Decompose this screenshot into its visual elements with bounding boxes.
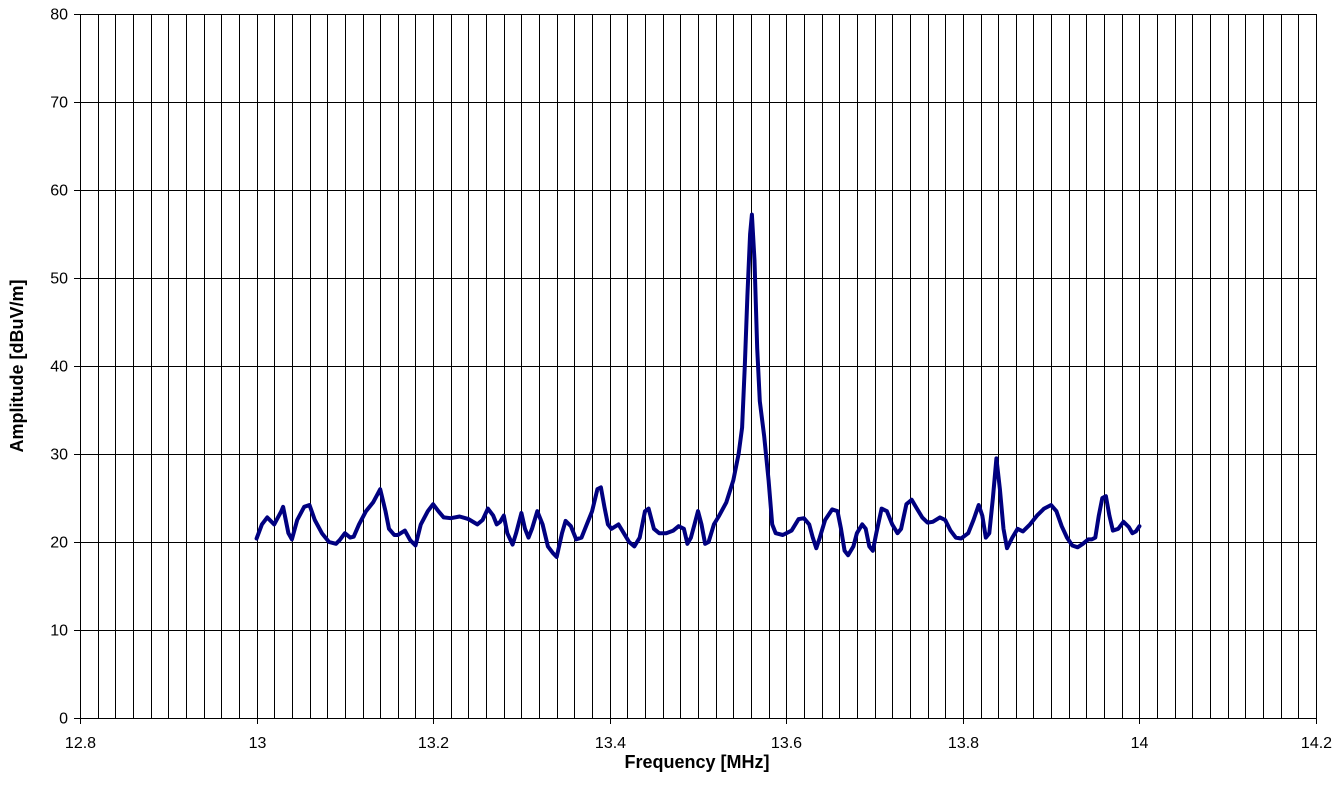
y-axis-title: Amplitude [dBuV/m] (7, 280, 27, 453)
y-tick-label: 20 (50, 535, 68, 552)
y-tick-label: 30 (50, 447, 68, 464)
x-tick-label: 13 (249, 735, 267, 752)
y-tick-label: 40 (50, 359, 68, 376)
x-tick-label: 14 (1131, 735, 1149, 752)
x-tick-label: 13.4 (595, 735, 626, 752)
y-tick-label: 70 (50, 95, 68, 112)
y-tick-label: 50 (50, 271, 68, 288)
series-group (254, 212, 1142, 559)
x-tick-label: 13.8 (948, 735, 979, 752)
x-tick-label: 12.8 (65, 735, 96, 752)
y-tick-label: 10 (50, 623, 68, 640)
x-tick-label: 14.2 (1301, 735, 1332, 752)
y-tick-label: 0 (59, 711, 68, 728)
y-tick-label: 80 (50, 7, 68, 24)
gridlines (80, 14, 1317, 719)
series-line (254, 212, 1142, 559)
x-tick-label: 13.6 (771, 735, 802, 752)
y-tick-label: 60 (50, 183, 68, 200)
x-axis-title: Frequency [MHz] (624, 752, 769, 772)
axes (74, 14, 1317, 724)
x-tick-label: 13.2 (418, 735, 449, 752)
tick-labels: 0 10 20 30 40 50 60 70 80 12.8 13 13.2 13.4 13.6 13.8 1… (50, 7, 1332, 753)
